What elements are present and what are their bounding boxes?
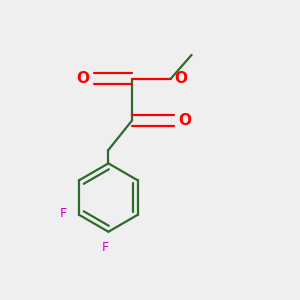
Text: F: F [102,241,109,254]
Text: F: F [60,207,67,220]
Text: O: O [76,71,90,86]
Text: O: O [174,71,187,86]
Text: O: O [178,113,192,128]
